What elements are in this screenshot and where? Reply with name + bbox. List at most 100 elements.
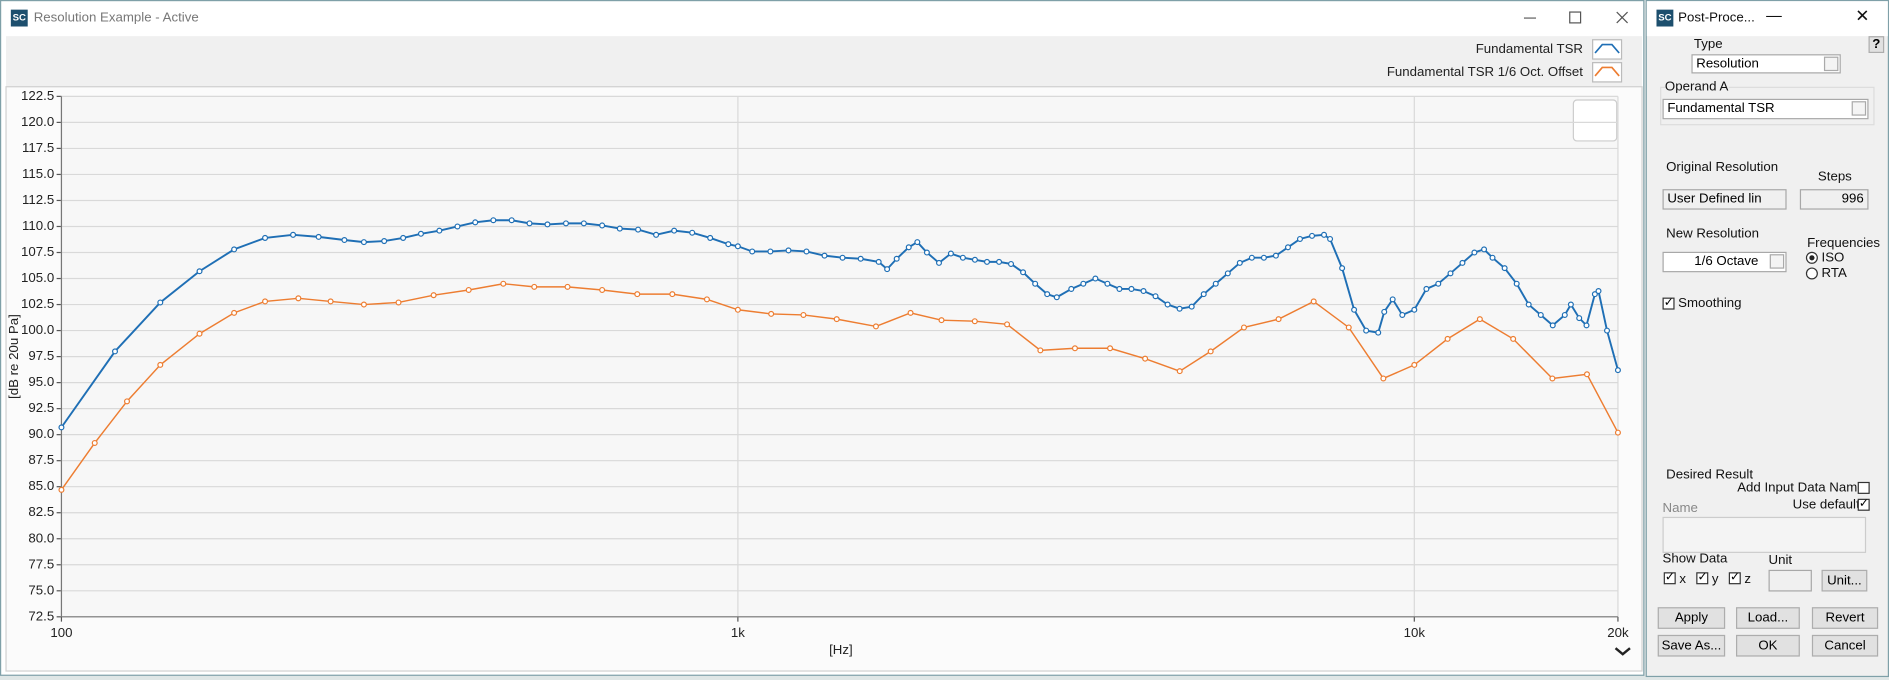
add-input-checkbox[interactable] xyxy=(1857,481,1870,494)
data-point xyxy=(635,226,642,233)
data-point xyxy=(1008,260,1015,267)
data-point xyxy=(1614,367,1621,374)
data-point xyxy=(1020,269,1027,276)
use-default-checkbox[interactable]: ✓ xyxy=(1857,497,1870,511)
data-point xyxy=(749,248,756,255)
y-tick-label: 75.0 xyxy=(28,582,54,597)
cursor-tool[interactable] xyxy=(1572,99,1618,142)
data-point xyxy=(1236,259,1243,266)
data-point xyxy=(465,286,472,293)
iso-radio[interactable] xyxy=(1805,251,1818,264)
steps-field: 996 xyxy=(1799,189,1869,210)
smoothing-label: Smoothing xyxy=(1678,296,1742,311)
x-label: x xyxy=(1679,572,1687,587)
x-tick-label: 20k xyxy=(1607,625,1629,640)
data-point xyxy=(785,247,792,254)
name-field[interactable] xyxy=(1662,516,1867,553)
data-point xyxy=(196,268,203,275)
revert-button[interactable]: Revert xyxy=(1811,607,1879,629)
type-label: Type xyxy=(1693,37,1723,52)
data-point xyxy=(1583,322,1590,329)
iso-label: ISO xyxy=(1821,250,1845,266)
y-tick-label: 82.5 xyxy=(28,504,54,519)
data-point xyxy=(923,249,930,256)
data-point xyxy=(341,237,348,244)
data-point xyxy=(767,248,774,255)
minimize[interactable]: — xyxy=(1766,6,1782,25)
unit-label: Unit xyxy=(1768,552,1793,568)
ok-button[interactable]: OK xyxy=(1736,634,1800,657)
rta-radio[interactable] xyxy=(1805,267,1818,280)
data-point xyxy=(500,280,507,287)
y-tick-label: 115.0 xyxy=(22,166,54,181)
data-point xyxy=(1275,316,1282,323)
data-point xyxy=(875,258,882,265)
y-tick-label: 87.5 xyxy=(28,452,54,467)
data-point xyxy=(157,361,164,368)
data-point xyxy=(1513,280,1520,287)
data-point xyxy=(1107,345,1114,352)
data-point xyxy=(526,220,533,227)
toolbar xyxy=(6,36,1643,87)
data-point xyxy=(1207,348,1214,355)
data-point xyxy=(1248,254,1255,261)
data-point xyxy=(653,231,660,238)
smoothing-checkbox[interactable]: ✓ xyxy=(1662,296,1675,310)
data-point xyxy=(157,299,164,306)
type-dropdown[interactable]: Resolution xyxy=(1691,54,1841,74)
data-point xyxy=(564,283,571,290)
unit-button[interactable]: Unit... xyxy=(1821,569,1868,592)
apply-button[interactable]: Apply xyxy=(1657,607,1726,629)
data-point xyxy=(833,316,840,323)
data-point xyxy=(327,298,334,305)
data-point xyxy=(1459,259,1466,266)
expand-arrow[interactable] xyxy=(1614,647,1631,656)
z-checkbox[interactable]: ✓ xyxy=(1728,571,1741,585)
data-point xyxy=(454,223,461,230)
x-tick-label: 1k xyxy=(731,625,745,640)
close[interactable]: ✕ xyxy=(1855,6,1870,26)
close-controls[interactable] xyxy=(1523,11,1629,24)
data-point xyxy=(1152,293,1159,300)
data-point xyxy=(430,292,437,299)
data-point xyxy=(1476,316,1483,323)
data-point xyxy=(1068,285,1075,292)
data-point xyxy=(1389,296,1396,303)
data-point xyxy=(599,222,606,229)
data-point xyxy=(562,220,569,227)
data-point xyxy=(634,291,641,298)
data-point xyxy=(1399,311,1406,318)
data-point xyxy=(1309,232,1316,239)
data-point xyxy=(1004,321,1011,328)
x-axis-label: [Hz] xyxy=(829,642,853,657)
legend-label: Fundamental TSR 1/6 Oct. Offset xyxy=(1387,64,1583,79)
x-checkbox[interactable]: ✓ xyxy=(1663,571,1676,585)
data-point xyxy=(907,309,914,316)
load-button[interactable]: Load... xyxy=(1736,607,1800,629)
help-button[interactable]: ? xyxy=(1868,36,1885,54)
data-point xyxy=(1212,280,1219,287)
data-point xyxy=(1104,280,1111,287)
data-point xyxy=(996,258,1003,265)
data-point xyxy=(1310,298,1317,305)
data-point xyxy=(959,254,966,261)
name-label: Name xyxy=(1662,501,1698,516)
y-tick-label: 110.0 xyxy=(22,218,54,233)
operand-dropdown[interactable]: Fundamental TSR xyxy=(1662,98,1869,120)
data-point xyxy=(1525,301,1532,308)
new-resolution-dropdown[interactable]: 1/6 Octave xyxy=(1662,251,1787,273)
data-point xyxy=(1591,291,1598,298)
operand-label: Operand A xyxy=(1664,78,1729,96)
data-point xyxy=(599,286,606,293)
save-as-button[interactable]: Save As... xyxy=(1657,634,1726,657)
original-resolution-field: User Defined lin xyxy=(1662,189,1787,210)
data-point xyxy=(395,299,402,306)
cancel-button[interactable]: Cancel xyxy=(1811,634,1879,657)
data-point xyxy=(490,217,497,224)
data-point xyxy=(1561,311,1568,318)
legend-line xyxy=(1594,66,1620,77)
data-point xyxy=(1489,254,1496,261)
y-tick-label: 122.5 xyxy=(21,88,54,103)
y-checkbox[interactable]: ✓ xyxy=(1696,571,1709,585)
